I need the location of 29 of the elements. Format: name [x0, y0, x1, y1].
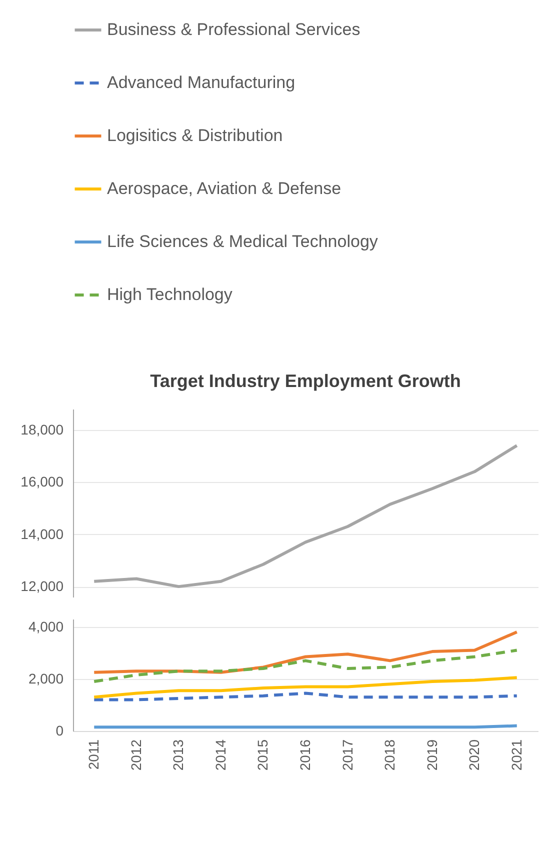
legend-label: Advanced Manufacturing — [107, 73, 296, 92]
x-tick-label: 2020 — [466, 739, 482, 771]
x-tick-label: 2013 — [170, 739, 186, 771]
y-tick-label: 4,000 — [28, 618, 64, 634]
x-tick-label: 2015 — [254, 739, 271, 771]
line-series — [92, 692, 518, 702]
legend-label: Aerospace, Aviation & Defense — [107, 179, 342, 198]
legend-label: High Technology — [107, 285, 233, 304]
x-tick-label: 2012 — [128, 739, 144, 771]
chart-title: Target Industry Employment Growth — [150, 371, 461, 391]
legend-label: Logisitics & Distribution — [107, 126, 283, 145]
y-tick-label: 18,000 — [20, 421, 64, 438]
line-series — [92, 648, 518, 684]
legend-label: Business & Professional Services — [107, 20, 360, 39]
x-tick-label: 2019 — [424, 739, 440, 771]
x-tick-label: 2016 — [297, 739, 313, 771]
legend-label: Life Sciences & Medical Technology — [107, 232, 378, 251]
x-tick-label: 2017 — [339, 739, 356, 771]
y-tick-label: 16,000 — [20, 474, 64, 490]
y-tick-label: 14,000 — [20, 526, 64, 542]
x-tick-label: 2018 — [382, 739, 398, 771]
y-tick-label: 2,000 — [28, 670, 64, 686]
x-tick-label: 2021 — [508, 739, 524, 771]
line-series — [92, 444, 518, 588]
x-tick-label: 2011 — [86, 739, 102, 770]
y-tick-label: 12,000 — [20, 578, 64, 594]
x-tick-label: 2014 — [212, 739, 228, 771]
y-tick-label: 0 — [56, 722, 64, 738]
line-series — [92, 676, 518, 699]
